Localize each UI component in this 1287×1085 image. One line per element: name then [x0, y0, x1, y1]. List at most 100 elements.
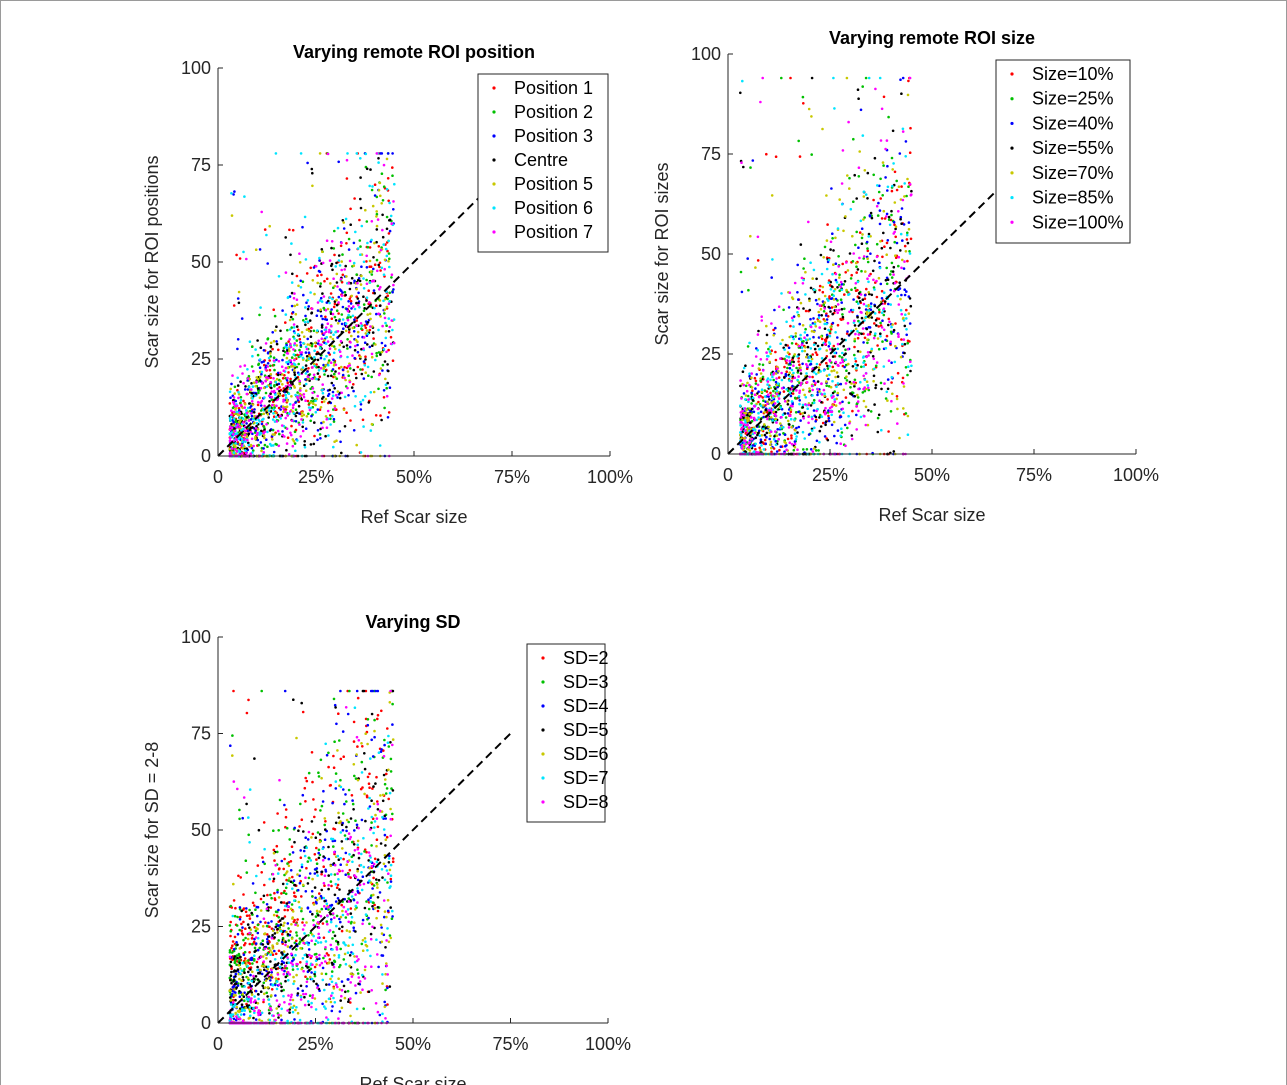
- data-point: [814, 351, 818, 354]
- data-point: [288, 838, 292, 841]
- data-point: [818, 363, 822, 366]
- data-point: [359, 355, 362, 359]
- data-point: [898, 152, 902, 155]
- data-point: [368, 246, 372, 249]
- data-point: [806, 333, 809, 337]
- data-point: [842, 388, 846, 392]
- data-point: [754, 266, 757, 269]
- data-point: [887, 215, 891, 219]
- data-point: [807, 415, 810, 419]
- data-point: [792, 371, 795, 375]
- data-point: [313, 953, 317, 956]
- data-point: [811, 417, 814, 421]
- data-point: [305, 415, 309, 418]
- data-point: [812, 330, 816, 334]
- data-point: [272, 444, 275, 447]
- data-point: [272, 389, 276, 393]
- data-point: [312, 329, 316, 333]
- data-point: [387, 302, 391, 306]
- data-point: [288, 318, 292, 322]
- data-point: [260, 449, 263, 453]
- data-point: [842, 344, 845, 348]
- data-point: [857, 302, 860, 305]
- data-point: [862, 374, 865, 378]
- data-point: [883, 300, 887, 303]
- data-point: [296, 918, 299, 921]
- data-point: [874, 364, 878, 368]
- data-point: [367, 907, 371, 911]
- data-point: [337, 366, 341, 370]
- data-point: [256, 923, 260, 927]
- data-point: [897, 264, 900, 268]
- data-point: [307, 412, 310, 416]
- data-point: [294, 414, 298, 418]
- data-point: [347, 305, 351, 308]
- data-point: [254, 437, 257, 441]
- data-point: [267, 416, 271, 419]
- data-point: [783, 412, 787, 415]
- data-point: [890, 189, 894, 193]
- data-point: [298, 942, 301, 945]
- data-point: [775, 434, 779, 438]
- data-point: [377, 387, 380, 391]
- data-point: [245, 411, 249, 415]
- data-point: [825, 380, 828, 383]
- data-point: [341, 273, 345, 277]
- data-point: [278, 386, 281, 389]
- data-point: [248, 908, 251, 912]
- data-point: [274, 329, 277, 332]
- data-point: [862, 332, 865, 336]
- data-point: [389, 342, 393, 346]
- data-point: [808, 299, 811, 303]
- data-point: [377, 328, 380, 332]
- data-point: [796, 291, 799, 294]
- data-point: [884, 397, 888, 400]
- data-point: [848, 421, 851, 425]
- data-point: [794, 411, 798, 414]
- data-point: [785, 355, 788, 358]
- data-point: [762, 399, 765, 403]
- data-point: [245, 914, 249, 917]
- data-point: [821, 290, 825, 294]
- data-point: [836, 286, 839, 289]
- data-point: [387, 369, 390, 373]
- data-point: [905, 238, 909, 241]
- data-point: [820, 314, 823, 317]
- data-point: [856, 396, 860, 399]
- data-point: [385, 772, 388, 776]
- data-point: [365, 794, 369, 797]
- data-point: [290, 424, 293, 428]
- data-point: [256, 864, 260, 867]
- data-point: [313, 434, 316, 438]
- data-point: [314, 403, 317, 407]
- data-point: [349, 281, 353, 285]
- data-point: [825, 384, 828, 388]
- data-point: [788, 366, 792, 370]
- data-point: [359, 283, 363, 286]
- data-point: [801, 388, 805, 392]
- data-point: [774, 443, 778, 447]
- data-point: [822, 303, 825, 307]
- data-point: [386, 249, 389, 253]
- data-point: [763, 389, 767, 392]
- data-point: [311, 279, 315, 282]
- data-point: [883, 245, 886, 248]
- data-point: [293, 304, 297, 308]
- data-point: [862, 365, 866, 368]
- data-point: [835, 308, 838, 312]
- data-point: [228, 390, 232, 394]
- data-point: [859, 108, 863, 112]
- data-point: [244, 429, 248, 433]
- data-point: [302, 319, 305, 322]
- data-point: [847, 293, 850, 297]
- data-point: [368, 281, 372, 284]
- data-point: [340, 391, 344, 395]
- data-point: [748, 412, 751, 416]
- data-point: [802, 307, 805, 310]
- data-point: [331, 268, 334, 272]
- data-point: [237, 290, 241, 294]
- data-point: [275, 404, 278, 408]
- data-point: [254, 348, 257, 351]
- data-point: [769, 391, 772, 395]
- data-point: [858, 150, 861, 153]
